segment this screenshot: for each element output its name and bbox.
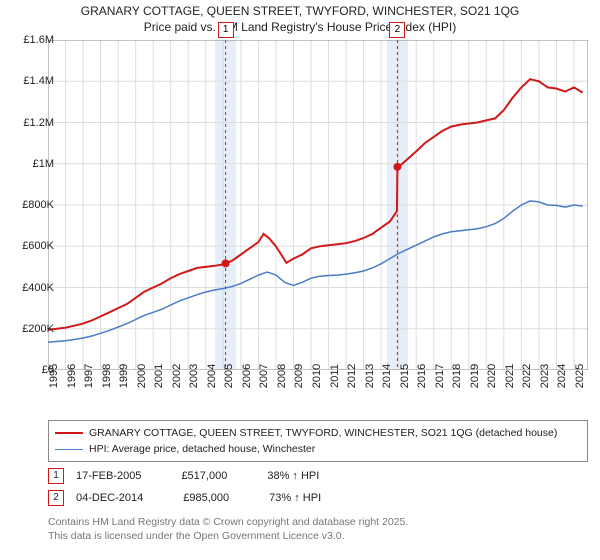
y-tick-label: £1.4M: [23, 75, 54, 87]
x-tick-label: 2020: [486, 364, 498, 388]
x-tick-label: 2006: [241, 364, 253, 388]
x-tick-label: 2007: [258, 364, 270, 388]
y-tick-label: £400K: [22, 282, 54, 294]
legend-swatch-hpi: [55, 449, 83, 450]
title-line2: Price paid vs. HM Land Registry's House …: [144, 20, 456, 34]
x-tick-label: 2017: [434, 364, 446, 388]
y-tick-label: £1M: [33, 158, 54, 170]
x-tick-label: 2002: [171, 364, 183, 388]
x-tick-label: 1995: [48, 364, 60, 388]
x-tick-label: 2024: [556, 364, 568, 388]
chart-svg: [48, 40, 588, 370]
x-tick-label: 2014: [381, 364, 393, 388]
x-tick-label: 2010: [311, 364, 323, 388]
x-tick-label: 2018: [451, 364, 463, 388]
y-tick-label: £600K: [22, 240, 54, 252]
y-tick-label: £1.2M: [23, 117, 54, 129]
x-tick-label: 2012: [346, 364, 358, 388]
chart-marker-badge: 2: [389, 22, 405, 38]
x-tick-label: 1996: [66, 364, 78, 388]
x-tick-label: 2009: [293, 364, 305, 388]
marker-badge-2: 2: [48, 490, 64, 506]
sale-delta: 38% ↑ HPI: [267, 470, 359, 482]
sale-date: 17-FEB-2005: [76, 470, 181, 482]
x-tick-label: 2008: [276, 364, 288, 388]
marker-badge-1: 1: [48, 468, 64, 484]
y-tick-label: £200K: [22, 323, 54, 335]
x-tick-label: 2003: [188, 364, 200, 388]
footer-line1: Contains HM Land Registry data © Crown c…: [48, 516, 408, 528]
legend-row-property: GRANARY COTTAGE, QUEEN STREET, TWYFORD, …: [55, 425, 581, 441]
x-tick-label: 1997: [83, 364, 95, 388]
x-tick-label: 1998: [101, 364, 113, 388]
legend-label-property: GRANARY COTTAGE, QUEEN STREET, TWYFORD, …: [89, 427, 557, 439]
x-tick-label: 2022: [521, 364, 533, 388]
title-line1: GRANARY COTTAGE, QUEEN STREET, TWYFORD, …: [81, 4, 520, 18]
x-tick-label: 2016: [416, 364, 428, 388]
x-tick-label: 2013: [364, 364, 376, 388]
legend-label-hpi: HPI: Average price, detached house, Winc…: [89, 443, 315, 455]
sale-delta: 73% ↑ HPI: [269, 492, 361, 504]
chart-title: GRANARY COTTAGE, QUEEN STREET, TWYFORD, …: [0, 0, 600, 35]
y-tick-label: £1.6M: [23, 34, 54, 46]
table-row: 1 17-FEB-2005 £517,000 38% ↑ HPI: [48, 465, 361, 487]
sale-price: £985,000: [183, 492, 269, 504]
footer: Contains HM Land Registry data © Crown c…: [48, 516, 408, 543]
x-tick-label: 2015: [399, 364, 411, 388]
legend: GRANARY COTTAGE, QUEEN STREET, TWYFORD, …: [48, 420, 588, 462]
y-tick-label: £800K: [22, 199, 54, 211]
x-tick-label: 2019: [469, 364, 481, 388]
x-tick-label: 2005: [223, 364, 235, 388]
x-tick-label: 2025: [574, 364, 586, 388]
x-tick-label: 2011: [329, 364, 341, 388]
sale-date: 04-DEC-2014: [76, 492, 183, 504]
x-tick-label: 2021: [504, 364, 516, 388]
sale-price: £517,000: [181, 470, 267, 482]
legend-row-hpi: HPI: Average price, detached house, Winc…: [55, 441, 581, 457]
x-tick-label: 2004: [206, 364, 218, 388]
x-tick-label: 2001: [153, 364, 165, 388]
footer-line2: This data is licensed under the Open Gov…: [48, 530, 345, 542]
x-tick-label: 1999: [118, 364, 130, 388]
x-tick-label: 2023: [539, 364, 551, 388]
chart-area: [48, 40, 588, 370]
x-tick-label: 2000: [136, 364, 148, 388]
chart-marker-badge: 1: [218, 22, 234, 38]
legend-swatch-property: [55, 432, 83, 434]
table-row: 2 04-DEC-2014 £985,000 73% ↑ HPI: [48, 487, 361, 509]
sales-table: 1 17-FEB-2005 £517,000 38% ↑ HPI 2 04-DE…: [48, 465, 361, 509]
